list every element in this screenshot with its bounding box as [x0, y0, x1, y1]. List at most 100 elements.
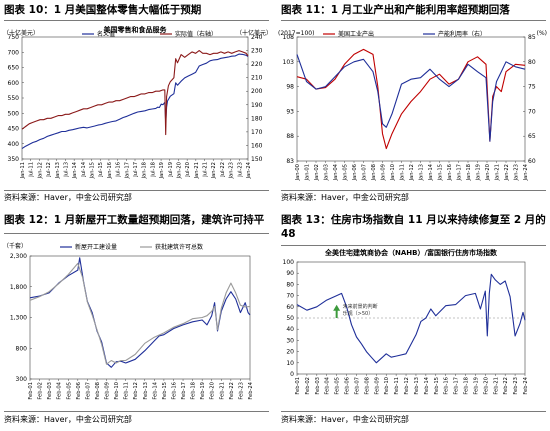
plot-frame: [29, 255, 251, 380]
right-axis-unit: （十亿美元）: [236, 29, 272, 37]
x-tick-label: Feb-23: [238, 382, 244, 400]
x-tick-label: Jan-20: [485, 164, 491, 181]
y-tick-label-right: 70: [528, 108, 536, 115]
x-tick-label: Jul-13: [63, 162, 69, 178]
x-tick-label: Feb-02: [38, 382, 44, 400]
x-tick-label: Feb-01: [295, 377, 301, 395]
x-tick-label: Jan-08: [371, 164, 377, 181]
x-tick-label: Feb-21: [219, 382, 225, 400]
series-line: [29, 257, 251, 368]
legend-label: 产能利用率（右）: [438, 30, 486, 38]
plot-frame: [21, 36, 249, 160]
x-tick-label: Jan-19: [476, 164, 482, 181]
y-tick-label-right: 150: [251, 156, 263, 163]
left-axis-unit: （十亿美元）: [3, 29, 39, 37]
x-tick-label: Feb-20: [483, 377, 489, 395]
x-tick-label: Jan-18: [142, 162, 148, 179]
x-tick-label: Feb-11: [394, 377, 400, 395]
y-tick-label-right: 200: [251, 88, 263, 95]
x-tick-label: Jan-21: [495, 164, 501, 181]
x-tick-label: Jan-23: [514, 164, 520, 181]
y-tick-label-right: 180: [251, 115, 263, 122]
x-tick-label: Jan-14: [428, 163, 434, 181]
x-tick-label: Jan-17: [124, 162, 130, 179]
y-tick-label-left: 40: [286, 326, 294, 333]
x-tick-label: Jan-15: [438, 164, 444, 181]
y-tick-label-left: 103: [283, 59, 295, 66]
y-tick-label-right: 210: [251, 75, 263, 82]
x-tick-label: Feb-22: [503, 377, 509, 395]
y-tick-label-left: 500: [8, 110, 20, 117]
x-tick-label: Jul-15: [98, 162, 104, 178]
y-tick-label-right: 80: [528, 59, 536, 66]
y-tick-label-left: 60: [286, 304, 294, 311]
x-tick-label: Jan-12: [409, 164, 415, 181]
x-tick-label: Jan-16: [447, 164, 453, 181]
x-tick-label: Feb-19: [200, 382, 206, 400]
left-axis-unit: （千套）: [3, 242, 27, 250]
figure-title: 图表 13：住房市场指数自 11 月以来持续修复至 2 月的 48: [281, 214, 546, 240]
x-tick-label: Feb-17: [454, 377, 460, 395]
title-divider: [281, 245, 546, 246]
y-tick-label-left: 83: [286, 158, 294, 165]
x-tick-label: Jul-19: [168, 162, 174, 178]
x-tick-label: Feb-01: [28, 382, 34, 400]
annotation-label: 乐观（>50）: [343, 310, 374, 317]
y-tick-label-left: 600: [8, 80, 20, 87]
y-tick-label-right: 60: [528, 158, 536, 165]
x-tick-label: Feb-22: [229, 382, 235, 400]
y-tick-label-right: 160: [251, 142, 263, 149]
x-tick-label: Jul-18: [150, 162, 156, 178]
x-tick-label: Feb-24: [523, 376, 529, 394]
chart-panel-nahb: 图表 13：住房市场指数自 11 月以来持续修复至 2 月的 48 全美住宅建筑…: [275, 213, 550, 431]
y-tick-label-right: 65: [528, 133, 536, 140]
x-tick-label: Jan-24: [523, 163, 529, 181]
y-tick-label-left: 100: [283, 259, 295, 266]
y-tick-label-left: 0: [290, 371, 294, 378]
series-line: [296, 273, 526, 364]
title-divider: [4, 233, 269, 234]
x-tick-label: Jan-01: [305, 164, 311, 181]
annotation-label: 未来前景的判断: [343, 303, 378, 310]
series-line: [21, 50, 249, 136]
industrial-output-chart: (2017=100) (%) 83 88 93 98 103 108 60 65 70 75 80 85 J…: [278, 30, 547, 181]
y-tick-label-left: 550: [8, 95, 20, 102]
x-tick-label: Jan-11: [20, 162, 26, 179]
y-tick-label-left: 800: [16, 345, 28, 352]
x-tick-label: Jan-16: [107, 162, 113, 179]
x-tick-label: Jan-19: [159, 162, 165, 179]
x-tick-label: Feb-03: [315, 377, 321, 395]
y-tick-label-left: 450: [8, 126, 20, 133]
x-tick-label: Jan-23: [229, 162, 235, 179]
x-tick-label: Feb-17: [181, 382, 187, 400]
y-tick-label-left: 650: [8, 65, 20, 72]
x-tick-label: Feb-14: [424, 376, 430, 394]
x-tick-label: Feb-18: [464, 377, 470, 395]
x-tick-label: Feb-10: [384, 377, 390, 395]
legend-label: 获批建筑许可总数: [155, 243, 203, 251]
x-tick-label: Jul-16: [116, 162, 122, 178]
x-tick-label: Feb-07: [354, 377, 360, 395]
y-tick-label-left: 1,800: [10, 284, 27, 291]
x-tick-label: Jul-11: [29, 162, 35, 178]
x-tick-label: Feb-09: [105, 382, 111, 400]
chart-panel-retail: 图表 10：1 月美国整体零售大幅低于预期 美国零售和食品服务 （十亿美元） （十亿…: [0, 0, 275, 213]
title-divider: [281, 20, 546, 21]
x-tick-label: Jul-20: [185, 162, 191, 178]
legend-label: 新屋开工建设量: [75, 243, 117, 251]
x-tick-label: Feb-07: [85, 382, 91, 400]
x-tick-label: Jan-04: [333, 163, 339, 181]
y-tick-label-right: 85: [528, 34, 536, 41]
y-tick-label-left: 93: [286, 108, 294, 115]
chart-title: 美国零售和食品服务: [104, 25, 168, 34]
x-tick-label: Jan-10: [390, 164, 396, 181]
x-tick-label: Jan-09: [381, 164, 387, 181]
series-line: [296, 48, 526, 150]
x-tick-label: Feb-16: [444, 377, 450, 395]
x-tick-label: Jul-17: [133, 162, 139, 178]
legend-label: 实际值（右轴）: [175, 30, 217, 38]
x-tick-label: Jan-22: [211, 162, 217, 179]
left-axis-unit: (2017=100): [278, 30, 314, 37]
x-tick-label: Feb-08: [364, 377, 370, 395]
